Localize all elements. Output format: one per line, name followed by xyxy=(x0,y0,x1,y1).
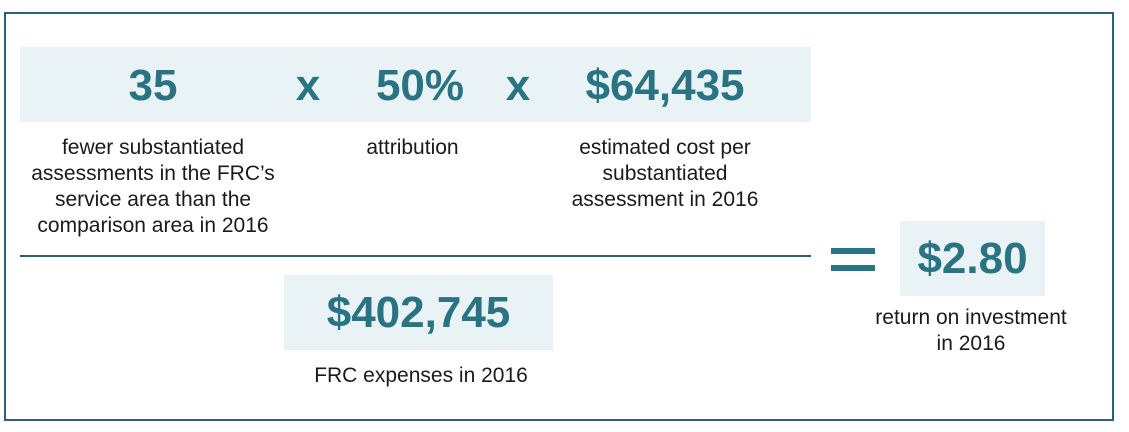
count-value: 35 xyxy=(128,61,178,110)
numerator-band xyxy=(20,47,811,122)
roi-value: $2.80 xyxy=(917,234,1028,283)
multiply-operator-2: x xyxy=(505,61,531,110)
denominator-box xyxy=(284,275,553,350)
result-box xyxy=(900,221,1045,296)
multiply-operator-1: x xyxy=(295,61,321,110)
figure-frame xyxy=(4,12,1114,421)
roi-caption: return on investment in 2016 xyxy=(875,306,1067,355)
attribution-value: 50% xyxy=(375,61,465,110)
equals-bar-bottom xyxy=(831,265,875,271)
attribution-caption: attribution xyxy=(366,136,459,159)
expenses-caption: FRC expenses in 2016 xyxy=(314,364,528,387)
fraction-line xyxy=(20,255,811,257)
cost-caption: estimated cost per substantiated assessm… xyxy=(571,136,759,211)
count-caption: fewer substantiated assessments in the F… xyxy=(31,136,275,237)
expenses-value: $402,745 xyxy=(326,288,511,337)
cost-value: $64,435 xyxy=(585,61,745,110)
equals-bar-top xyxy=(831,248,875,254)
